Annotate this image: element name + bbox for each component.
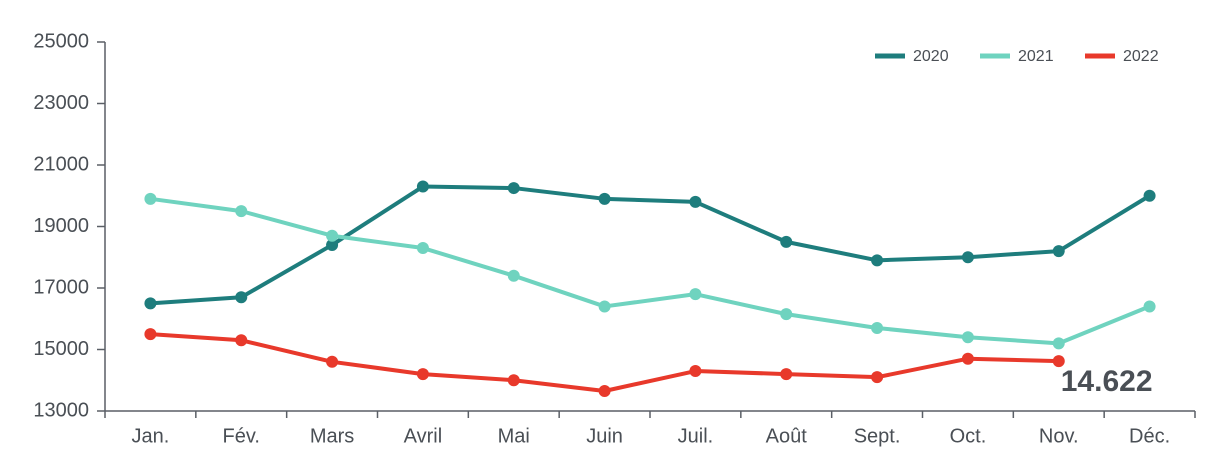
data-point: [780, 308, 793, 321]
data-point: [144, 192, 157, 205]
data-point: [1052, 245, 1065, 258]
data-point: [780, 235, 793, 248]
data-point: [961, 352, 974, 365]
x-tick-label: Déc.: [1129, 425, 1170, 447]
y-tick-label: 15000: [33, 338, 89, 360]
data-point: [507, 182, 520, 195]
data-point: [780, 368, 793, 381]
x-tick-label: Sept.: [854, 425, 901, 447]
data-point: [1143, 300, 1156, 313]
y-tick-label: 25000: [33, 30, 89, 52]
data-point: [507, 269, 520, 282]
data-point: [689, 365, 702, 378]
data-point: [326, 229, 339, 242]
x-tick-label: Oct.: [950, 425, 987, 447]
series-line: [150, 184, 1151, 306]
data-point: [871, 254, 884, 267]
x-tick-label: Mars: [310, 425, 354, 447]
data-point: [1143, 189, 1156, 202]
data-point: [144, 328, 157, 341]
data-point: [235, 205, 248, 218]
y-tick-label: 13000: [33, 399, 89, 421]
data-point: [598, 300, 611, 313]
data-point: [961, 331, 974, 344]
x-tick-label: Fév.: [223, 425, 260, 447]
legend-label: 2022: [1123, 48, 1159, 65]
data-point: [507, 374, 520, 387]
data-point: [871, 371, 884, 384]
series-line: [150, 332, 1059, 394]
data-label: 14.622: [1061, 365, 1153, 398]
data-point: [1052, 355, 1065, 368]
y-tick-label: 21000: [33, 153, 89, 175]
data-point: [689, 288, 702, 301]
x-tick-label: Juil.: [678, 425, 714, 447]
data-point: [961, 251, 974, 264]
data-point: [326, 355, 339, 368]
y-tick-label: 19000: [33, 215, 89, 237]
data-point: [416, 368, 429, 381]
x-tick-label: Avril: [404, 425, 443, 447]
data-point: [598, 192, 611, 205]
data-point: [235, 291, 248, 304]
data-point: [416, 180, 429, 193]
x-tick-label: Jan.: [132, 425, 170, 447]
data-point: [1052, 337, 1065, 350]
data-point: [235, 334, 248, 347]
series-line: [150, 196, 1151, 346]
data-point: [598, 385, 611, 398]
x-tick-label: Nov.: [1039, 425, 1079, 447]
legend-label: 2020: [913, 48, 949, 65]
data-point: [144, 297, 157, 310]
x-tick-label: Juin: [586, 425, 623, 447]
data-point: [326, 238, 339, 251]
data-point: [689, 195, 702, 208]
y-tick-label: 17000: [33, 276, 89, 298]
legend-label: 2021: [1018, 48, 1054, 65]
x-tick-label: Août: [766, 425, 808, 447]
y-tick-label: 23000: [33, 92, 89, 114]
x-tick-label: Mai: [498, 425, 530, 447]
data-point: [871, 321, 884, 334]
data-point: [416, 242, 429, 255]
